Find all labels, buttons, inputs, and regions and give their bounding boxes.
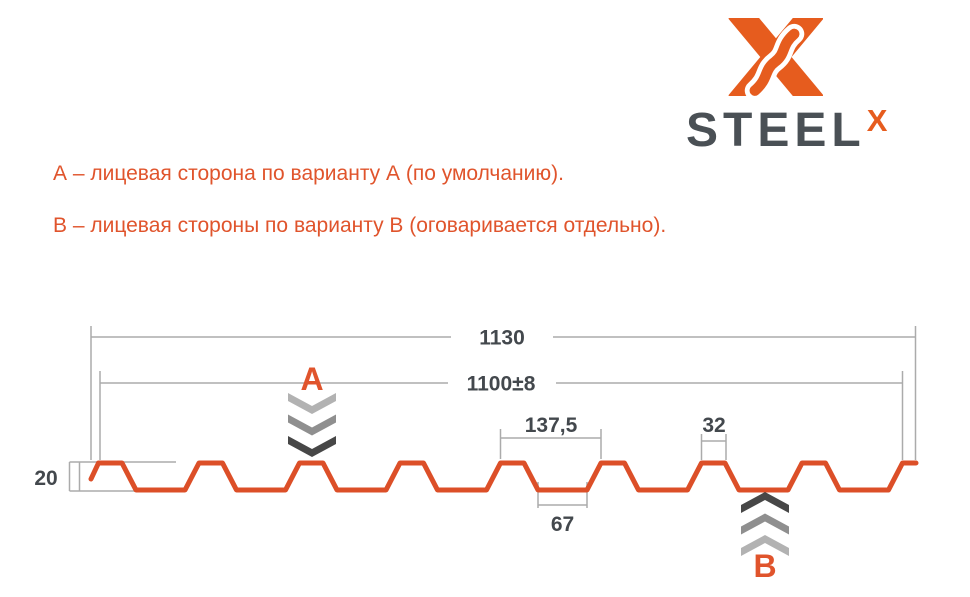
chevron-up-icon bbox=[741, 492, 789, 513]
dim-rib-top: 32 bbox=[700, 414, 727, 460]
variant-b-marker: B bbox=[741, 492, 789, 584]
dim-rib-pitch: 137,5 bbox=[499, 414, 602, 459]
caption-variant-a: А – лицевая сторона по варианту А (по ум… bbox=[53, 162, 564, 185]
dim-rib-pitch-label: 137,5 bbox=[525, 414, 578, 437]
caption-variant-b: В – лицевая стороны по варианту В (огова… bbox=[53, 214, 667, 237]
brand-wordmark: STEELX bbox=[686, 103, 887, 158]
dim-height-label: 20 bbox=[34, 467, 57, 490]
dim-working-width-label: 1100±8 bbox=[467, 373, 536, 396]
dim-overall-width-label: 1130 bbox=[479, 327, 525, 350]
dim-height: 20 bbox=[34, 461, 179, 492]
profile-outline bbox=[88, 460, 919, 493]
dim-valley-label: 67 bbox=[551, 513, 574, 536]
dim-working-width: 1100±8 bbox=[100, 373, 903, 396]
variant-a-letter: A bbox=[300, 361, 323, 397]
chevron-up-icon bbox=[741, 513, 789, 535]
brand-x-superscript: X bbox=[866, 103, 888, 138]
steelx-logo-icon bbox=[728, 18, 823, 96]
variant-b-letter: B bbox=[753, 548, 776, 584]
variant-a-marker: A bbox=[288, 361, 336, 457]
logo-s-link bbox=[749, 28, 800, 96]
brand-name: STEEL bbox=[686, 104, 866, 157]
chevron-up-icon bbox=[741, 535, 789, 556]
chevron-down-icon bbox=[288, 393, 336, 414]
chevron-down-icon bbox=[288, 414, 336, 436]
chevron-down-icon bbox=[288, 436, 336, 457]
dim-rib-top-label: 32 bbox=[702, 414, 725, 437]
dim-overall-width: 1130 bbox=[91, 327, 916, 350]
extension-lines bbox=[90, 326, 917, 460]
